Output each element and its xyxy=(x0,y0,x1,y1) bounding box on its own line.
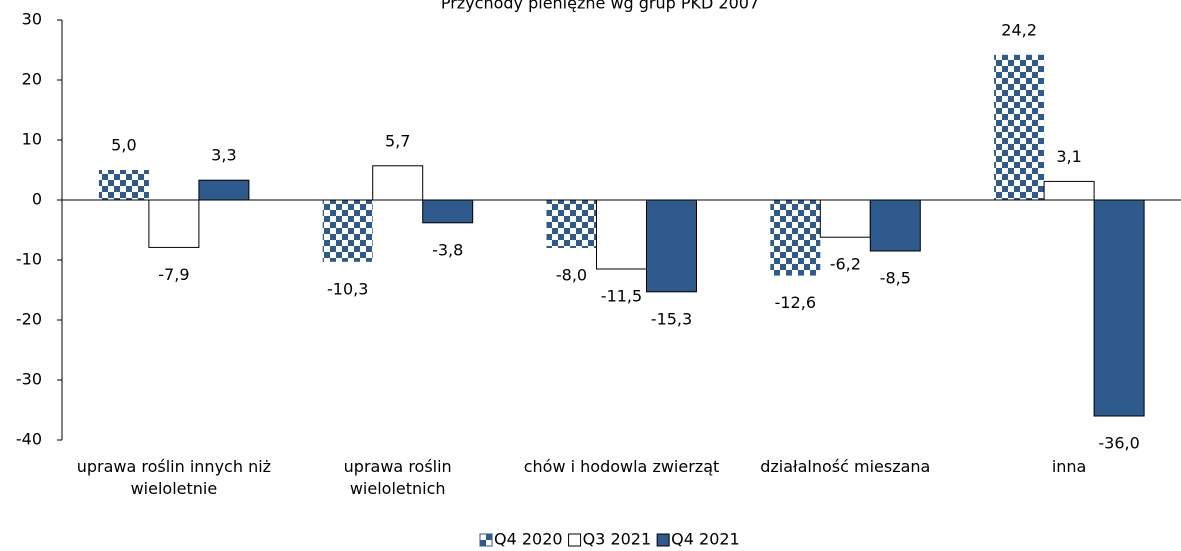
bar xyxy=(1043,180,1095,201)
value-label: -8,5 xyxy=(880,269,911,288)
bar xyxy=(994,54,1045,200)
value-label: -12,6 xyxy=(775,293,816,312)
x-tick-label: działalność mieszana xyxy=(760,457,931,476)
x-tick-label: uprawa roślin wieloletnich xyxy=(343,457,452,498)
value-label: 5,0 xyxy=(111,136,136,155)
bar xyxy=(869,199,921,252)
value-label: 5,7 xyxy=(385,131,410,150)
legend-label: Q4 2021 xyxy=(671,530,740,549)
y-tick-label: -10 xyxy=(16,250,42,269)
bar xyxy=(98,170,149,200)
bar xyxy=(148,199,200,248)
legend-swatch xyxy=(479,533,493,547)
legend-label: Q3 2021 xyxy=(583,530,652,549)
legend-label: Q4 2020 xyxy=(494,530,563,549)
x-tick-label-box: inna xyxy=(1051,457,1087,476)
chart-title: Przychody pieniężne wg grup PKD 2007 xyxy=(441,0,759,13)
value-label: -7,9 xyxy=(158,265,189,284)
value-label: -36,0 xyxy=(1098,434,1139,453)
value-label: -15,3 xyxy=(651,309,692,328)
bar xyxy=(322,200,373,262)
value-label: -8,0 xyxy=(556,266,587,285)
value-label: -3,8 xyxy=(432,240,463,259)
legend-swatch xyxy=(656,533,670,547)
bar xyxy=(596,199,647,270)
bar xyxy=(422,199,474,224)
bar xyxy=(770,200,821,276)
x-tick-label: chów i hodowla zwierząt xyxy=(523,457,720,476)
value-label: 3,1 xyxy=(1056,147,1081,166)
x-tick-label: inna xyxy=(1051,457,1087,476)
value-label: 24,2 xyxy=(1001,20,1037,39)
value-label: -11,5 xyxy=(601,287,642,306)
bar xyxy=(546,200,597,248)
x-tick-label-box: uprawa roślin innych niż wieloletnie xyxy=(76,457,272,498)
y-tick-label: -40 xyxy=(16,430,42,449)
y-tick-label: -20 xyxy=(16,310,42,329)
x-tick-label: uprawa roślin innych niż wieloletnie xyxy=(76,457,272,498)
y-tick-label: 10 xyxy=(22,130,42,149)
x-tick-label-box: uprawa roślin wieloletnich xyxy=(343,457,452,498)
bar xyxy=(198,179,250,201)
bar xyxy=(646,199,697,293)
value-label: 3,3 xyxy=(211,146,236,165)
y-tick-label: 30 xyxy=(22,10,42,29)
bar xyxy=(372,165,424,201)
x-tick-label-box: chów i hodowla zwierząt xyxy=(523,457,720,476)
y-tick-label: -30 xyxy=(16,370,42,389)
y-tick-label: 0 xyxy=(32,190,42,209)
bar xyxy=(819,199,871,238)
legend-swatch xyxy=(568,533,582,547)
value-label: -10,3 xyxy=(327,279,368,298)
y-tick-label: 20 xyxy=(22,70,42,89)
bar xyxy=(1093,199,1145,417)
value-label: -6,2 xyxy=(830,255,861,274)
x-tick-label-box: działalność mieszana xyxy=(760,457,931,476)
